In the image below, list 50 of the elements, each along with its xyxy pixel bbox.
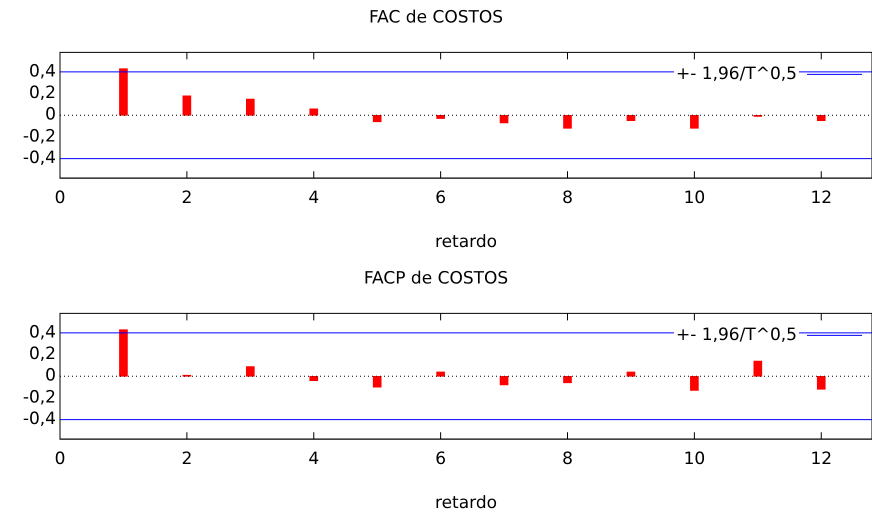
x-tick-label: 4 [308, 448, 320, 469]
x-tick-label: 12 [810, 188, 832, 208]
bar [816, 114, 826, 122]
x-tick-label: 6 [435, 188, 446, 208]
bar [246, 366, 255, 377]
bar [816, 376, 826, 390]
bar [563, 376, 572, 384]
bar [182, 95, 192, 116]
x-tick-label: 4 [308, 188, 320, 208]
bar [309, 376, 318, 381]
bar [372, 114, 382, 122]
bar [372, 376, 382, 388]
x-tick-label: 8 [562, 448, 573, 469]
chart-title: FACP de COSTOS [364, 268, 508, 289]
bar [119, 68, 128, 116]
y-tick-label: -0,4 [22, 409, 56, 430]
bar [309, 108, 318, 116]
x-axis-title: retardo [434, 493, 498, 514]
y-tick-label: -0,4 [22, 148, 56, 168]
bar [563, 114, 572, 129]
ref-line-label: +- 1,96/T^0,5 [676, 324, 797, 345]
y-tick-label: 0 [45, 366, 56, 386]
y-tick-label: 0,2 [28, 344, 56, 364]
x-tick-label: 2 [181, 188, 192, 208]
bar [119, 329, 128, 377]
x-axis-title: retardo [434, 232, 498, 252]
y-tick-label: -0,2 [22, 387, 56, 408]
bar [753, 360, 762, 377]
y-tick-label: 0,4 [28, 61, 56, 82]
x-tick-label: 6 [435, 448, 446, 469]
x-tick-label: 10 [684, 448, 706, 469]
x-tick-label: 10 [684, 188, 706, 208]
bar [690, 376, 699, 391]
chart-title: FAC de COSTOS [368, 8, 504, 28]
ref-line-label: +- 1,96/T^0,5 [676, 64, 797, 84]
bar [500, 376, 508, 386]
bar [246, 98, 255, 116]
bar [436, 372, 445, 377]
bar [626, 372, 636, 377]
y-tick-label: 0,2 [28, 83, 56, 104]
x-tick-label: 12 [810, 448, 832, 469]
x-tick-label: 2 [181, 448, 192, 469]
x-tick-label: 8 [562, 188, 573, 208]
bar [500, 114, 508, 124]
y-tick-label: -0,2 [22, 126, 56, 146]
bar [626, 114, 636, 122]
y-tick-label: 0 [45, 104, 56, 125]
bar [690, 114, 699, 129]
y-tick-label: 0,4 [28, 322, 56, 342]
bar [436, 114, 445, 119]
